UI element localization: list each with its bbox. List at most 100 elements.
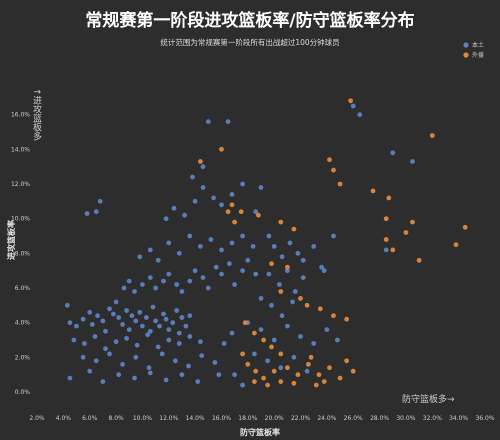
y-direction-annotation: ↑进攻篮板多 [31,88,42,141]
data-point-series-1 [155,257,161,263]
data-point-series-2 [306,361,311,367]
data-point-series-1 [166,271,172,277]
data-point-series-1 [271,337,277,343]
data-point-series-1 [219,202,224,208]
y-tick-label: 2.0% [15,354,31,361]
x-tick-label: 26.0% [344,415,363,422]
data-point-series-1 [134,342,140,348]
x-tick-label: 2.0% [29,415,45,422]
data-point-series-1 [80,354,86,360]
data-point-series-1 [124,335,129,341]
data-point-series-1 [174,282,180,287]
data-point-series-1 [298,334,303,339]
data-point-series-2 [429,133,435,138]
data-point-series-2 [331,167,336,173]
data-point-series-1 [80,316,86,322]
data-point-series-1 [205,285,211,291]
legend-label-series-1: 本土 [472,41,484,49]
x-tick-label: 20.0% [265,415,284,422]
data-point-series-2 [245,361,251,367]
data-point-series-1 [295,250,301,256]
data-point-series-2 [261,337,266,343]
data-point-series-2 [390,247,396,253]
data-point-series-1 [116,315,122,320]
data-point-series-1 [144,315,149,320]
data-point-series-1 [145,332,151,338]
x-tick-label: 28.0% [370,415,389,422]
data-point-series-1 [153,318,159,324]
data-point-series-1 [176,341,182,346]
data-point-series-1 [232,372,238,378]
data-point-series-2 [242,320,248,326]
data-point-series-2 [253,368,259,374]
y-axis-ticks: 0.0% 2.0% 4.0% 6.0% 8.0% 10.0% 12.0% 14.0% 16.0% [11,112,30,396]
data-points [64,98,468,388]
data-point-series-1 [271,244,277,249]
data-point-series-1 [103,328,108,334]
data-point-series-1 [137,309,143,315]
data-point-series-1 [179,289,185,294]
data-point-series-1 [163,316,169,322]
legend: 本土 外援 [463,41,484,59]
data-point-series-2 [240,351,246,357]
data-point-series-1 [150,304,156,310]
data-point-series-1 [252,351,257,357]
x-tick-label: 16.0% [212,415,231,422]
y-axis-label: 进攻篮板率 [6,220,16,260]
data-point-series-2 [383,237,389,242]
data-point-series-2 [256,212,261,218]
data-point-series-1 [159,351,165,357]
data-point-series-1 [331,233,336,239]
x-axis-label: 防守篮板率 [240,427,280,437]
data-point-series-1 [304,368,310,374]
data-point-series-1 [227,261,232,267]
data-point-series-1 [166,337,172,343]
data-point-series-2 [271,368,277,374]
data-point-series-2 [348,98,353,104]
data-point-series-1 [116,372,122,378]
data-point-series-1 [199,353,205,358]
legend-label-series-2: 外援 [472,51,484,59]
data-point-series-1 [258,185,264,190]
data-point-series-2 [327,157,332,163]
data-point-series-1 [74,323,79,329]
data-point-series-1 [173,358,178,364]
data-point-series-1 [166,327,172,332]
x-tick-label: 14.0% [186,415,205,422]
x-tick-label: 8.0% [108,415,124,422]
data-point-series-1 [179,372,185,378]
data-point-series-1 [240,382,246,388]
data-point-series-1 [82,341,87,346]
data-point-series-1 [87,309,93,315]
data-point-series-1 [174,308,180,313]
data-point-series-1 [107,351,112,357]
data-point-series-1 [147,328,153,334]
data-point-series-2 [232,219,238,225]
data-point-series-2 [453,242,459,248]
data-point-series-1 [163,377,169,383]
data-point-series-2 [344,358,349,364]
x-tick-label: 22.0% [291,415,310,422]
data-point-series-2 [252,330,257,336]
data-point-series-1 [161,311,166,317]
data-point-series-1 [187,313,193,319]
data-point-series-2 [285,365,290,371]
data-point-series-1 [311,244,317,249]
data-point-series-1 [205,119,211,124]
data-point-series-2 [295,372,301,378]
data-point-series-1 [287,240,293,246]
data-point-series-1 [186,363,191,369]
data-point-series-1 [258,296,264,301]
x-tick-label: 24.0% [317,415,336,422]
data-point-series-2 [198,159,203,164]
data-point-series-1 [93,358,99,364]
y-tick-label: 10.0% [11,216,30,223]
data-point-series-2 [261,375,266,381]
data-point-series-1 [97,198,103,204]
data-point-series-1 [176,250,182,256]
x-tick-label: 10.0% [133,415,152,422]
data-point-series-1 [240,268,246,274]
data-point-series-1 [285,323,290,329]
data-point-series-2 [278,351,284,357]
